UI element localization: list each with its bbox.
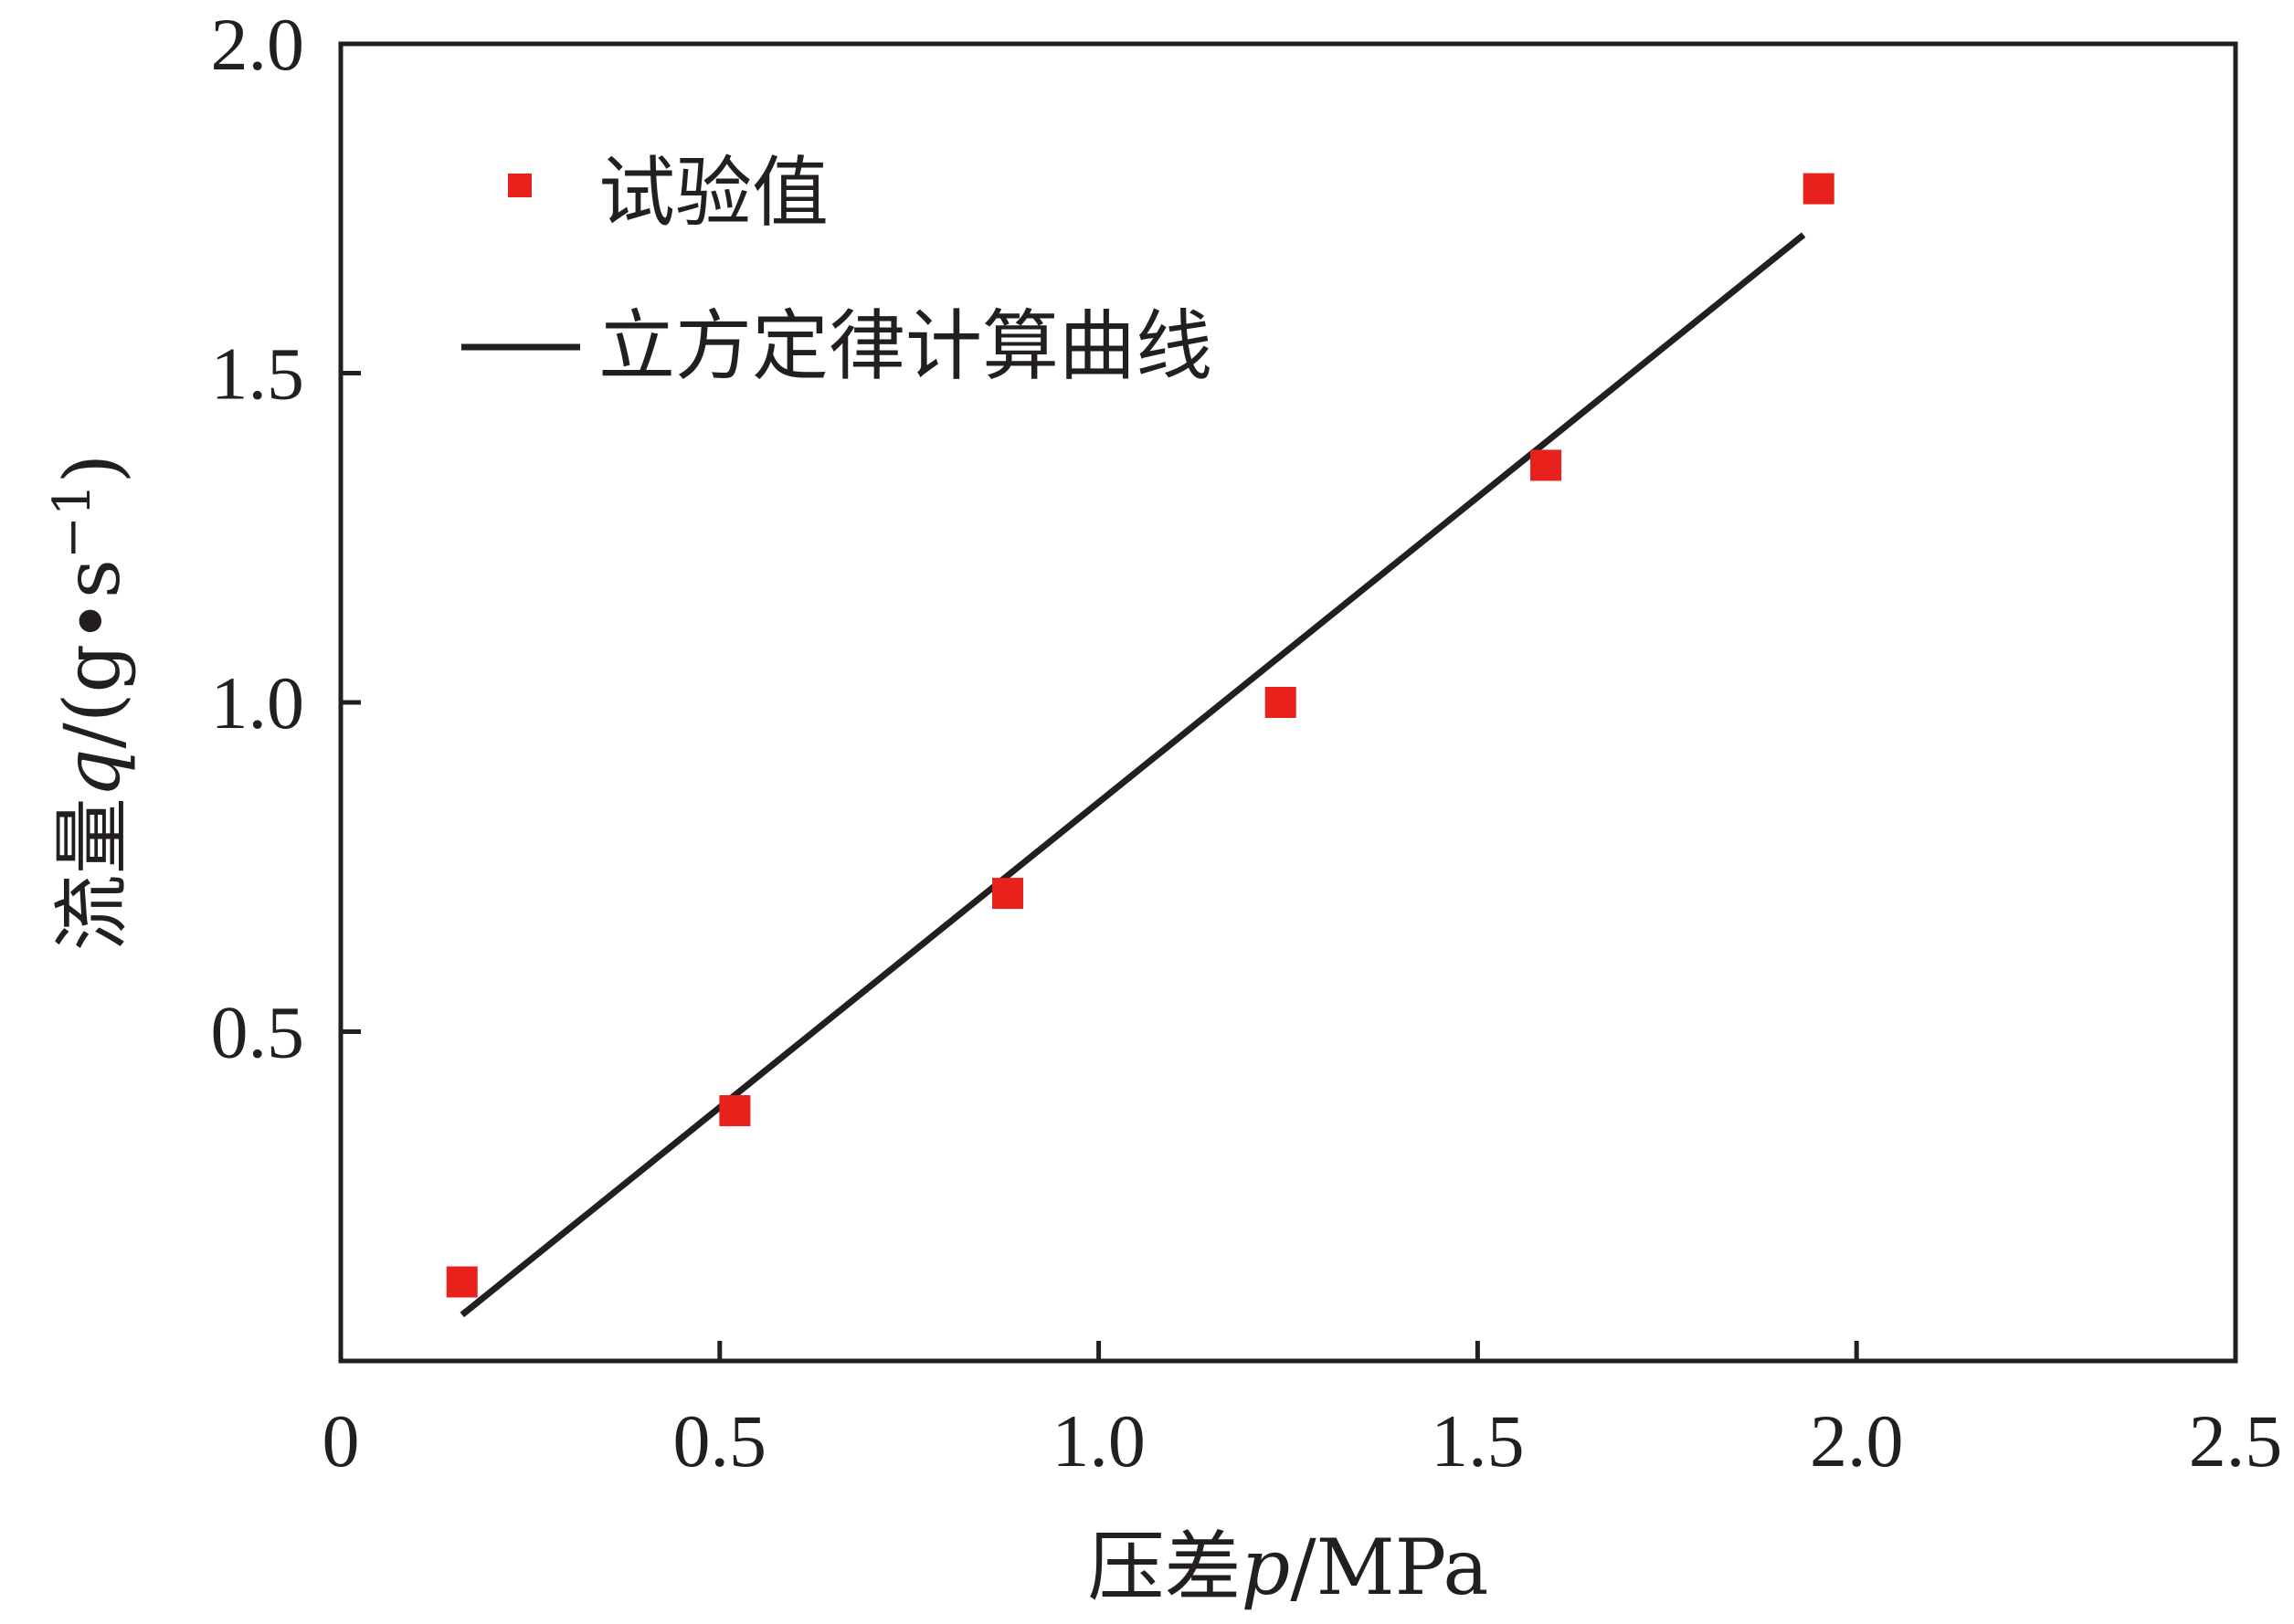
legend-marker-experimental bbox=[508, 174, 532, 197]
x-tick-label: 0.5 bbox=[673, 1399, 767, 1482]
data-point bbox=[992, 878, 1024, 910]
y-tick-label: 1.5 bbox=[211, 332, 305, 416]
x-axis-title-unit: /MPa bbox=[1290, 1523, 1488, 1612]
x-axis: 0 0.5 1.0 1.5 2.0 2.5 bbox=[322, 1341, 2283, 1482]
series-layer bbox=[446, 173, 1834, 1318]
y-axis-title-prefix: 流量 bbox=[48, 797, 137, 951]
data-point bbox=[446, 1266, 478, 1298]
x-tick-label: 0 bbox=[322, 1399, 360, 1482]
y-axis-title: 流量q/(g•s−1) bbox=[43, 454, 138, 952]
legend-label-cubic-law: 立方定律计算曲线 bbox=[598, 301, 1212, 391]
x-axis-title: 压差p/MPa bbox=[1088, 1523, 1489, 1612]
data-point bbox=[1264, 687, 1296, 718]
y-tick-label: 1.0 bbox=[211, 661, 305, 744]
y-tick-label: 0.5 bbox=[211, 991, 305, 1074]
y-axis-title-close: ) bbox=[48, 454, 137, 484]
x-tick-label: 1.5 bbox=[1431, 1399, 1525, 1482]
y-axis-title-sup: −1 bbox=[43, 483, 102, 559]
x-axis-title-prefix: 压差 bbox=[1088, 1523, 1242, 1612]
y-tick-label: 2.0 bbox=[211, 3, 305, 86]
x-tick-label: 1.0 bbox=[1052, 1399, 1146, 1482]
legend-label-experimental: 试验值 bbox=[598, 148, 829, 237]
y-axis-title-var: q bbox=[48, 749, 137, 798]
x-tick-label: 2.5 bbox=[2189, 1399, 2283, 1482]
x-tick-label: 2.0 bbox=[1810, 1399, 1904, 1482]
y-axis-title-unit: /(g•s bbox=[48, 559, 137, 749]
legend: 试验值 立方定律计算曲线 bbox=[461, 148, 1212, 391]
data-point bbox=[1530, 449, 1562, 481]
data-point bbox=[1802, 173, 1834, 205]
x-axis-title-var: p bbox=[1242, 1523, 1291, 1612]
y-axis: 0.5 1.0 1.5 2.0 bbox=[211, 3, 361, 1074]
data-point bbox=[719, 1095, 751, 1127]
fit-line bbox=[460, 232, 1806, 1318]
